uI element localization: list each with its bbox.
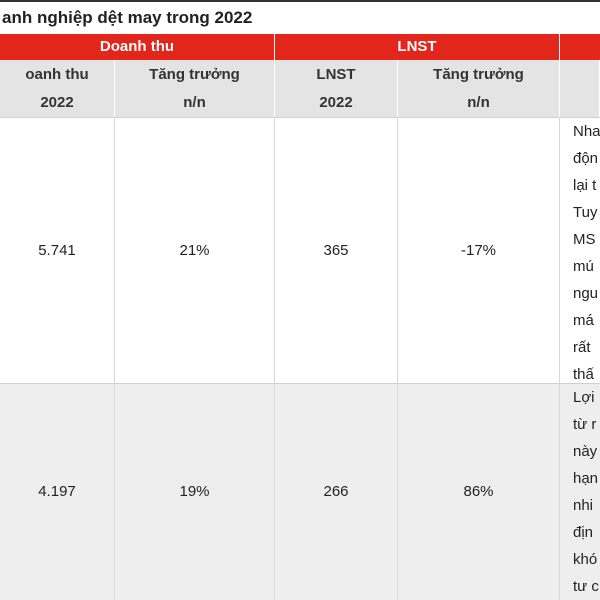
group-header: LNST (275, 34, 560, 60)
note-cell: Lợi từ r này hạn nhi địn khó tư c (560, 384, 600, 600)
note-line: này (573, 443, 598, 460)
row-background (0, 383, 600, 600)
group-header (560, 34, 600, 60)
note-line: nhi (573, 497, 594, 514)
cell: 4.197 (0, 383, 115, 600)
note-line: khó (573, 551, 598, 568)
cell: 19% (115, 383, 275, 600)
note-line: thấ (573, 366, 594, 383)
note-line: lại t (573, 177, 597, 194)
note-line: ngu (573, 285, 599, 302)
column-header (560, 60, 600, 117)
column-header-line: n/n (183, 94, 206, 111)
cell: 266 (275, 383, 398, 600)
note-line: Tuy (573, 204, 598, 221)
note-line: mú (573, 258, 594, 275)
cell: -17% (398, 117, 560, 383)
column-header: Tăng trưởng n/n (398, 60, 560, 117)
column-header-line: oanh thu (25, 66, 89, 83)
cell: 5.741 (0, 117, 115, 383)
table-title: anh nghiệp dệt may trong 2022 (0, 0, 600, 34)
cell: 86% (398, 383, 560, 600)
note-line: MS (573, 231, 596, 248)
row-background (0, 117, 600, 383)
group-header: Doanh thu (0, 34, 275, 60)
column-header: oanh thu 2022 (0, 60, 115, 117)
column-header: Tăng trưởng n/n (115, 60, 275, 117)
column-header-line: LNST (316, 66, 356, 83)
note-line: rất (573, 339, 591, 356)
column-header-line: 2022 (40, 94, 74, 111)
column-header-line: Tăng trưởng (433, 66, 524, 83)
note-line: địn (573, 524, 594, 541)
cell: 365 (275, 117, 398, 383)
column-header-line: Tăng trưởng (149, 66, 240, 83)
note-line: Nha (573, 123, 600, 140)
note-line: độn (573, 150, 599, 167)
note-cell: Nha độn lại t Tuy MS mú ngu má rất thấ (560, 118, 600, 384)
note-line: hạn (573, 470, 599, 487)
note-line: má (573, 312, 594, 329)
cell: 21% (115, 117, 275, 383)
column-header-line: n/n (467, 94, 490, 111)
column-header: LNST 2022 (275, 60, 398, 117)
note-line: tư c (573, 578, 599, 595)
column-header-line: 2022 (319, 94, 353, 111)
note-line: Lợi (573, 389, 595, 406)
note-line: từ r (573, 416, 597, 433)
